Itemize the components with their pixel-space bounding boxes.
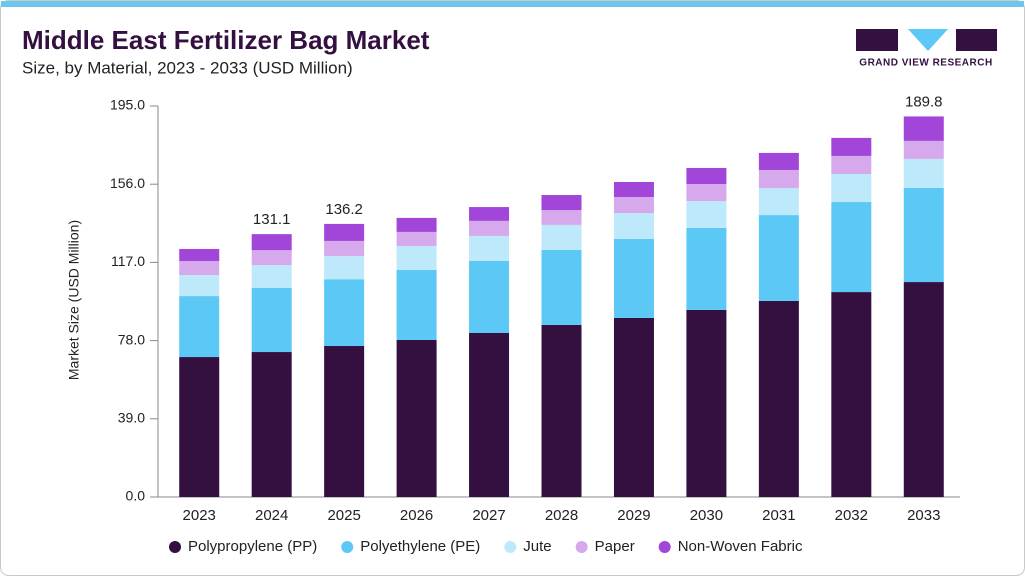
bar-segment	[179, 260, 220, 276]
legend-label: Non-Woven Fabric	[678, 538, 803, 555]
x-tick-label: 2033	[907, 507, 940, 524]
bar-segment	[686, 227, 727, 310]
bar-segment	[831, 202, 872, 293]
bar-segment	[251, 352, 292, 497]
legend-marker	[658, 541, 671, 553]
chart-subtitle: Size, by Material, 2023 - 2033 (USD Mill…	[22, 58, 353, 77]
legend-label: Polypropylene (PP)	[188, 538, 317, 555]
bar-segment	[903, 188, 944, 283]
bar-segment	[903, 140, 944, 159]
bar-segment	[541, 324, 582, 497]
bar-segment	[469, 235, 510, 261]
y-tick-label: 39.0	[118, 410, 145, 426]
bar-segment	[613, 238, 654, 318]
top-strip	[1, 1, 1024, 7]
bar-segment	[396, 339, 437, 497]
bar-segment	[758, 188, 799, 216]
bar-segment	[179, 357, 220, 497]
x-tick-label: 2028	[545, 507, 578, 524]
x-tick-label: 2030	[690, 507, 723, 524]
bar-segment	[758, 215, 799, 301]
y-tick-label: 195.0	[110, 97, 145, 113]
y-axis-label: Market Size (USD Million)	[66, 220, 82, 380]
bar-segment	[831, 137, 872, 156]
bar-segment	[251, 250, 292, 266]
chart-title: Middle East Fertilizer Bag Market	[22, 25, 430, 55]
total-label: 136.2	[325, 201, 363, 218]
legend-label: Paper	[595, 538, 635, 555]
x-tick-label: 2024	[255, 507, 288, 524]
y-tick-label: 0.0	[126, 488, 146, 504]
bar-segment	[324, 346, 365, 497]
bar-segment	[541, 249, 582, 325]
bar-segment	[396, 217, 437, 232]
y-tick-label: 156.0	[110, 175, 145, 191]
bar-segment	[469, 220, 510, 236]
legend-marker	[504, 541, 517, 553]
x-tick-label: 2032	[835, 507, 868, 524]
bar-segment	[613, 197, 654, 214]
bar-segment	[903, 116, 944, 141]
bar-segment	[469, 207, 510, 221]
bar-segment	[831, 173, 872, 203]
total-label: 131.1	[253, 211, 291, 228]
logo: GRAND VIEW RESEARCH	[856, 29, 997, 69]
bar-segment	[179, 275, 220, 297]
bar-segment	[469, 260, 510, 333]
bar-segment	[903, 158, 944, 189]
bar-segment	[324, 256, 365, 280]
legend-label: Jute	[523, 538, 551, 555]
total-label: 189.8	[905, 93, 943, 110]
bar-segment	[324, 223, 365, 241]
bar-segment	[324, 240, 365, 257]
bar-segment	[396, 231, 437, 246]
bar-segment	[831, 155, 872, 174]
bar-segment	[324, 279, 365, 347]
logo-block	[956, 29, 997, 51]
bar-segment	[396, 245, 437, 271]
y-tick-label: 117.0	[111, 253, 145, 269]
logo-block	[856, 29, 898, 51]
legend-marker	[575, 541, 588, 553]
bar-segment	[831, 292, 872, 497]
bar-segment	[179, 248, 220, 261]
bar-segment	[251, 265, 292, 288]
bar-segment	[541, 224, 582, 250]
bar-segment	[686, 167, 727, 184]
bar-segment	[613, 317, 654, 497]
bar-segment	[251, 287, 292, 353]
x-tick-label: 2029	[617, 507, 650, 524]
bar-segment	[758, 169, 799, 189]
bar-segment	[758, 152, 799, 170]
x-tick-label: 2023	[183, 507, 216, 524]
bar-segment	[613, 181, 654, 198]
x-tick-label: 2025	[327, 507, 360, 524]
bar-segment	[686, 183, 727, 202]
legend-marker	[169, 541, 181, 553]
x-tick-label: 2026	[400, 507, 433, 524]
x-tick-label: 2027	[472, 507, 505, 524]
bar-segment	[396, 270, 437, 340]
y-tick-label: 78.0	[118, 331, 145, 347]
logo-text: GRAND VIEW RESEARCH	[859, 58, 992, 69]
bar-segment	[179, 296, 220, 358]
bar-segment	[903, 282, 944, 497]
bar-segment	[541, 210, 582, 225]
bar-segment	[686, 201, 727, 228]
bar-segment	[686, 309, 727, 497]
bar-segment	[613, 213, 654, 239]
logo-block	[908, 29, 948, 51]
bar-segment	[251, 234, 292, 251]
x-tick-label: 2031	[762, 507, 795, 524]
bar-segment	[758, 300, 799, 497]
legend-marker	[341, 541, 354, 553]
bar-segment	[541, 195, 582, 211]
bar-segment	[469, 332, 510, 497]
legend-label: Polyethylene (PE)	[360, 538, 480, 555]
